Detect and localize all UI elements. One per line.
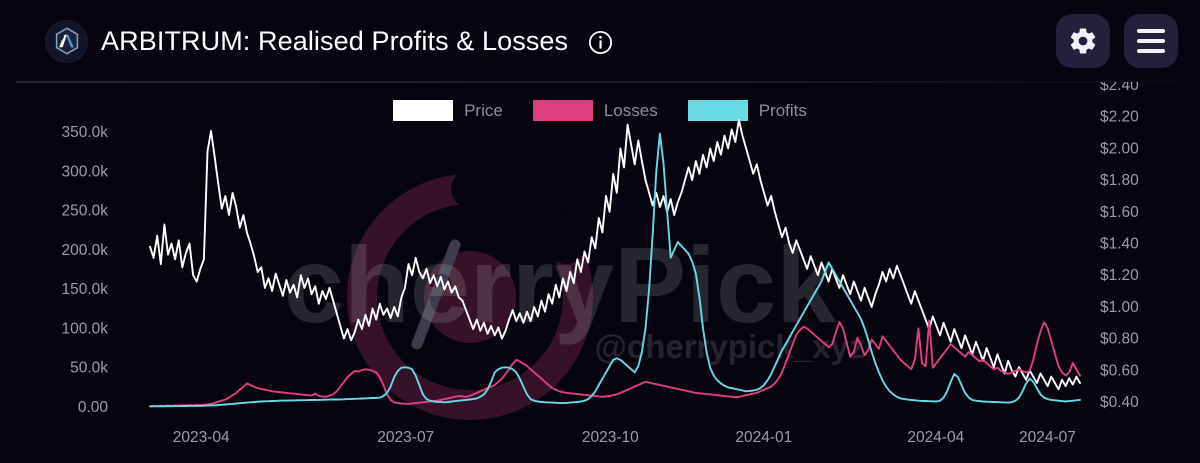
right-axis-tick: $1.80 (1100, 172, 1139, 189)
right-axis-tick: $1.40 (1100, 236, 1139, 253)
right-axis-tick: $1.60 (1100, 204, 1139, 221)
right-axis-tick: $0.40 (1100, 394, 1139, 411)
right-axis-tick: $1.20 (1100, 267, 1139, 284)
right-axis-tick: $0.60 (1100, 362, 1139, 379)
settings-button[interactable] (1056, 14, 1110, 68)
x-axis-tick: 2024-07 (1019, 429, 1076, 446)
x-axis-tick: 2023-04 (173, 429, 230, 446)
hamburger-icon (1137, 29, 1165, 53)
legend-label-losses: Losses (603, 100, 658, 120)
right-axis-tick: $0.80 (1100, 331, 1139, 348)
legend-swatch-price (393, 100, 454, 121)
legend-swatch-losses (532, 100, 593, 121)
x-axis-labels: 2023-04 2023-07 2023-10 2024-01 2024-04 2024-… (173, 429, 1076, 446)
header-actions (1056, 14, 1178, 68)
x-axis-tick: 2023-07 (377, 429, 434, 446)
left-axis-tick: 350.0k (61, 124, 108, 141)
arbitrum-logo-icon (46, 20, 87, 62)
legend-item-price[interactable]: Price (393, 100, 503, 121)
app-header: ARBITRUM: Realised Profits & Losses (0, 0, 1200, 83)
series-line-profits (149, 132, 1081, 408)
right-axis-tick: $2.40 (1100, 82, 1139, 94)
x-axis-tick: 2023-10 (582, 429, 639, 446)
left-axis-tick: 200.0k (61, 242, 108, 259)
gear-icon (1070, 28, 1096, 54)
series-line-price (149, 118, 1081, 391)
left-axis-tick: 0.00 (78, 399, 109, 416)
page-title: ARBITRUM: Realised Profits & Losses (101, 25, 569, 56)
x-axis-tick: 2024-01 (735, 429, 792, 446)
legend-label-profits: Profits (758, 100, 807, 120)
legend-swatch-profits (687, 100, 748, 121)
left-axis-tick: 250.0k (61, 203, 108, 220)
legend-item-losses[interactable]: Losses (532, 100, 658, 121)
info-icon[interactable] (588, 30, 613, 55)
legend-item-profits[interactable]: Profits (687, 100, 807, 121)
right-axis-tick: $2.20 (1100, 109, 1139, 126)
left-axis-tick: 150.0k (61, 281, 108, 298)
chart-plot[interactable]: 0.00 50.0k 100.0k 150.0k 200.0k 250.0k 300.0k 3… (0, 82, 1200, 463)
chart-area[interactable]: 0.00 50.0k 100.0k 150.0k 200.0k 250.0k 300.0k 3… (0, 82, 1200, 463)
chart-legend: Price Losses Profits (0, 100, 1200, 121)
left-axis-tick: 100.0k (61, 320, 108, 337)
menu-button[interactable] (1124, 14, 1178, 68)
right-axis-tick: $1.00 (1100, 299, 1139, 316)
right-axis-labels: $0.40 $0.60 $0.80 $1.00 $1.20 $1.40 $1.60 $1.80… (1100, 82, 1139, 411)
right-axis-tick: $2.00 (1100, 140, 1139, 157)
header-divider (16, 81, 1188, 83)
series-line-losses (149, 319, 1081, 408)
title-group: ARBITRUM: Realised Profits & Losses (46, 20, 1056, 62)
x-axis-tick: 2024-04 (907, 429, 964, 446)
left-axis-labels: 0.00 50.0k 100.0k 150.0k 200.0k 250.0k 300.0k 3… (61, 124, 108, 416)
legend-label-price: Price (464, 100, 503, 120)
left-axis-tick: 300.0k (61, 163, 108, 180)
series-lines (149, 118, 1081, 408)
left-axis-tick: 50.0k (70, 360, 108, 377)
